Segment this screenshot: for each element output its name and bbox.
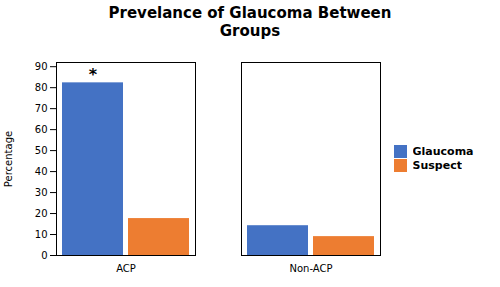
html-text:Glaucoma: Glaucoma bbox=[412, 144, 474, 158]
svg-text:60: 60 bbox=[35, 124, 48, 135]
svg-text:30: 30 bbox=[35, 187, 48, 198]
svg-text:70: 70 bbox=[35, 103, 48, 114]
svg-text:*: * bbox=[89, 65, 98, 84]
svg-text:ACP: ACP bbox=[116, 263, 136, 274]
svg-text:20: 20 bbox=[35, 208, 48, 219]
svg-text:0: 0 bbox=[41, 250, 47, 261]
svg-text:Percentage: Percentage bbox=[3, 131, 14, 187]
svg-text:90: 90 bbox=[35, 61, 48, 72]
svg-text:50: 50 bbox=[35, 145, 48, 156]
svg-text:80: 80 bbox=[35, 82, 48, 93]
html-text:Suspect: Suspect bbox=[412, 158, 462, 172]
svg-text:40: 40 bbox=[35, 166, 48, 177]
html-text:Prevelance of Glaucoma Between: Prevelance of Glaucoma Between Groups bbox=[108, 4, 392, 40]
svg-text:Non-ACP: Non-ACP bbox=[289, 263, 332, 274]
svg-text:10: 10 bbox=[35, 229, 48, 240]
